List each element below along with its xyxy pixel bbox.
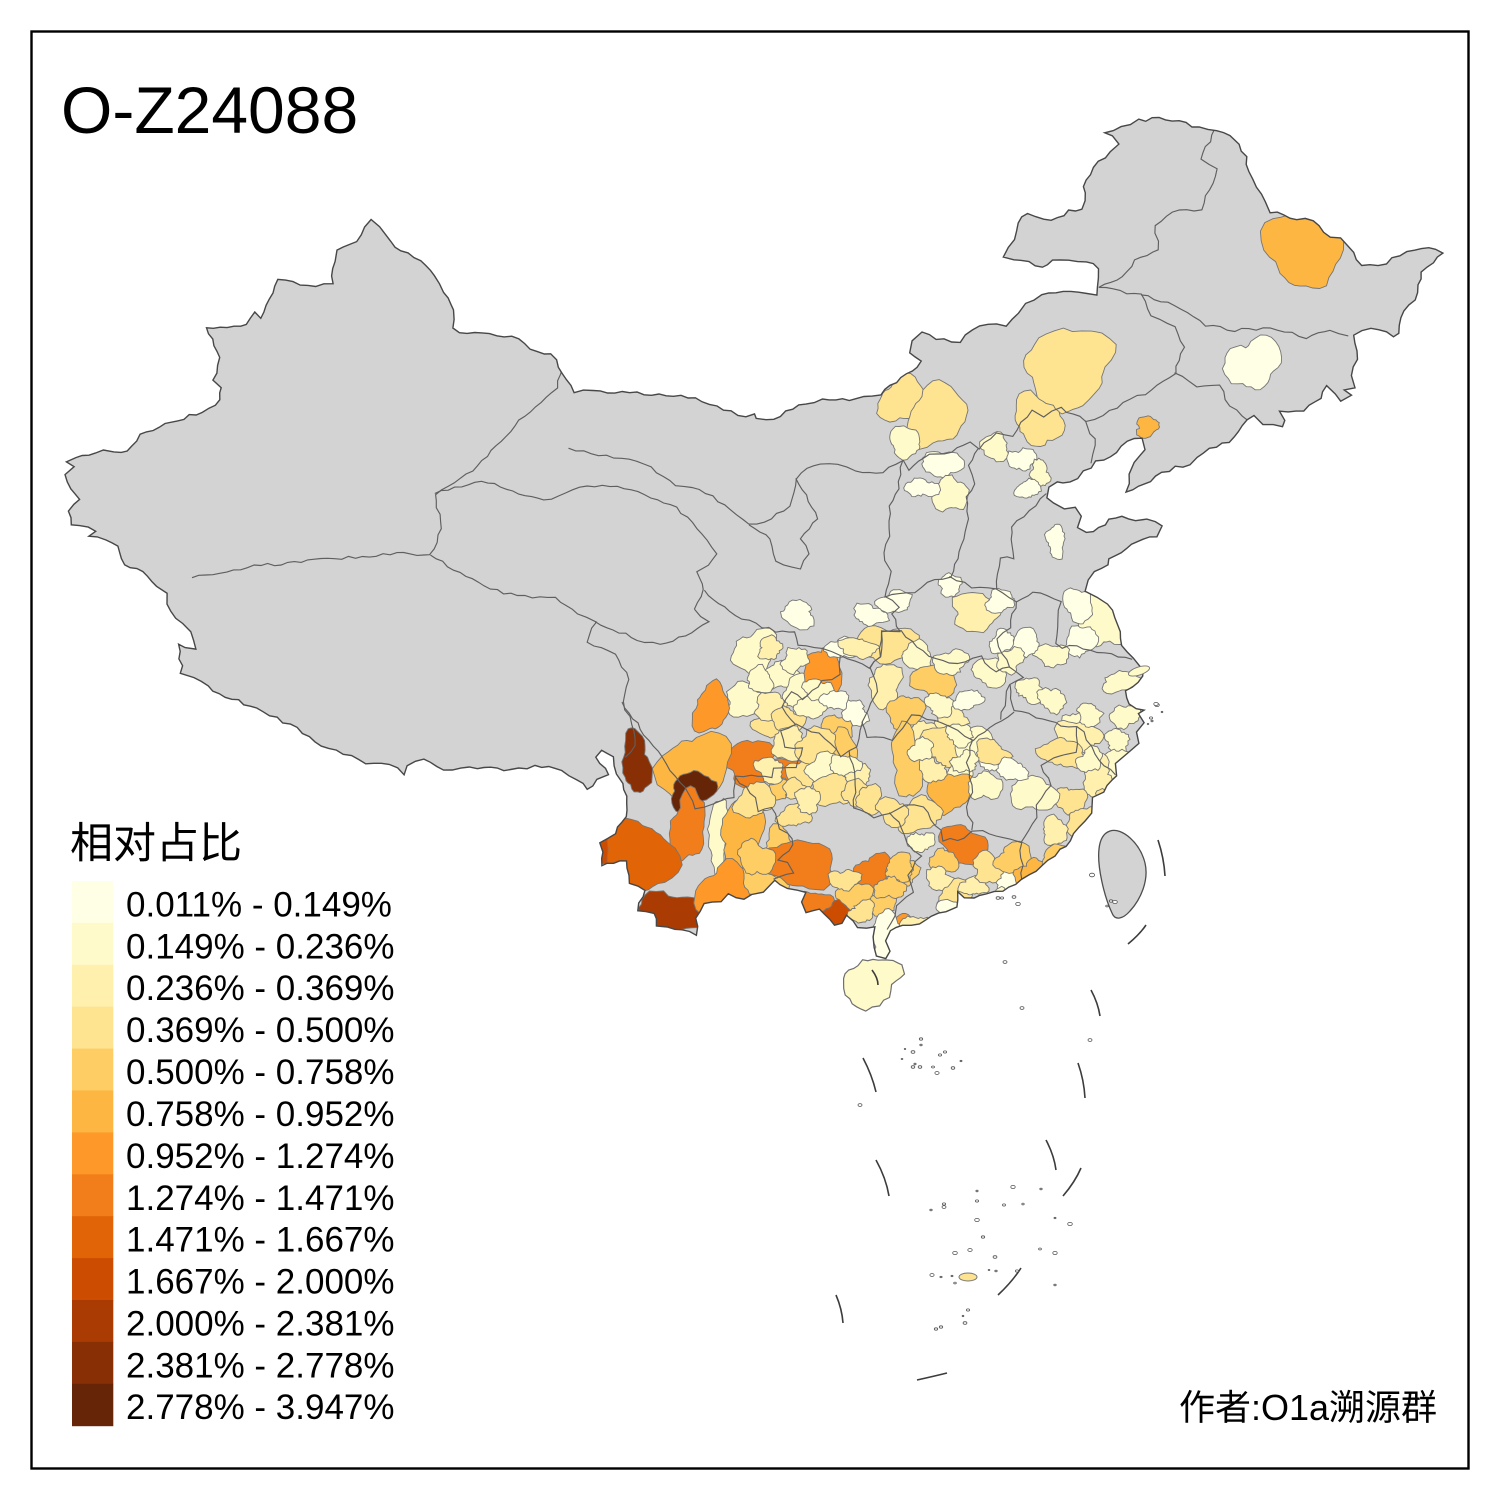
svg-text:0.758% - 0.952%: 0.758% - 0.952% <box>126 1095 395 1134</box>
svg-text:1.471% - 1.667%: 1.471% - 1.667% <box>126 1221 395 1260</box>
svg-text:1.667% - 2.000%: 1.667% - 2.000% <box>126 1263 395 1302</box>
svg-text::O1a: :O1a <box>1251 1387 1330 1428</box>
svg-text:0.149% - 0.236%: 0.149% - 0.236% <box>126 927 395 966</box>
svg-text:0.500% - 0.758%: 0.500% - 0.758% <box>126 1053 395 1092</box>
svg-text:O-Z24088: O-Z24088 <box>61 73 358 147</box>
svg-text:0.369% - 0.500%: 0.369% - 0.500% <box>126 1011 395 1050</box>
svg-text:0.236% - 0.369%: 0.236% - 0.369% <box>126 969 395 1008</box>
svg-text:0.011% - 0.149%: 0.011% - 0.149% <box>126 886 392 925</box>
svg-text:0.952% - 1.274%: 0.952% - 1.274% <box>126 1137 395 1176</box>
svg-text:2.778% - 3.947%: 2.778% - 3.947% <box>126 1388 395 1427</box>
svg-text:1.274% - 1.471%: 1.274% - 1.471% <box>126 1179 395 1218</box>
svg-text:2.381% - 2.778%: 2.381% - 2.778% <box>126 1346 395 1385</box>
svg-text:2.000% - 2.381%: 2.000% - 2.381% <box>126 1305 395 1344</box>
